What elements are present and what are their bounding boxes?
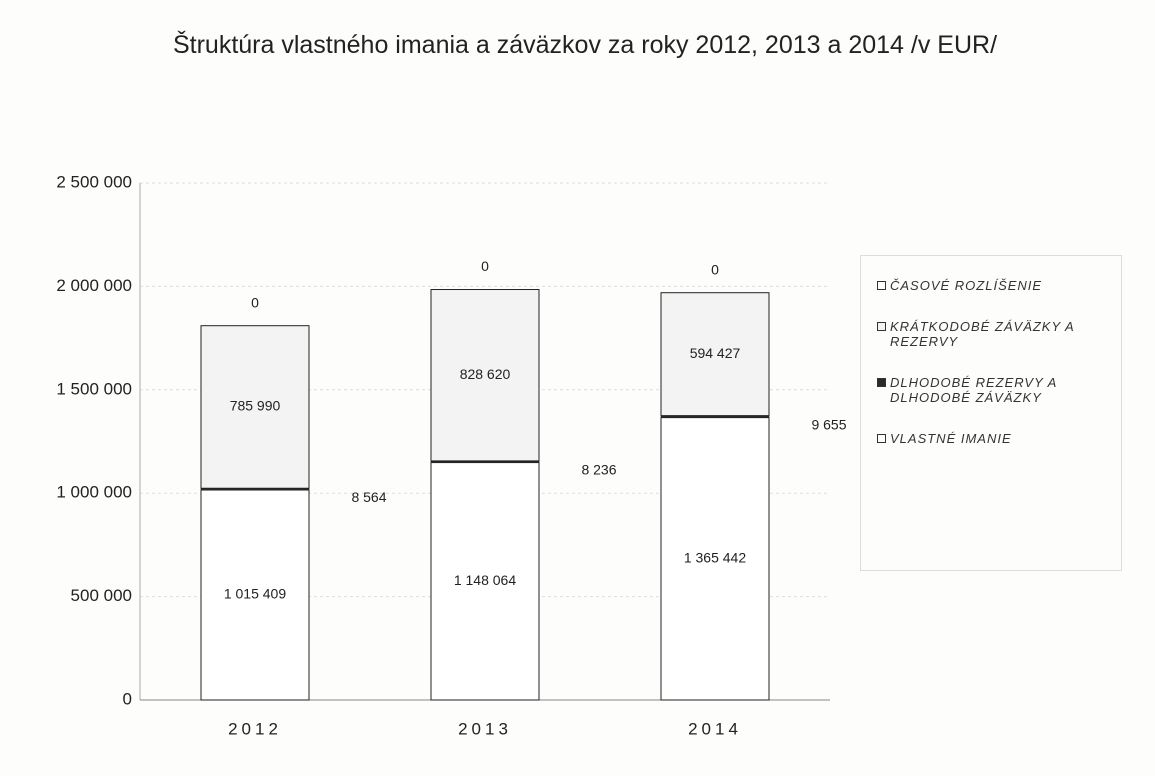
x-tick-label: 2012 [228, 719, 282, 738]
legend-entry: DLHODOBÉ REZERVY A DLHODOBÉ ZÁVÄZKY [877, 375, 1111, 405]
data-label: 0 [711, 261, 719, 277]
y-tick-label: 1 500 000 [56, 379, 132, 398]
legend-marker [877, 281, 886, 290]
data-label: 828 620 [460, 366, 511, 382]
legend-marker [877, 434, 886, 443]
bar-segment [200, 489, 310, 701]
y-tick-label: 1 000 000 [56, 483, 132, 502]
bar-segment [430, 289, 540, 462]
chart-title: Štruktúra vlastného imania a záväzkov za… [172, 31, 998, 59]
data-label: 594 427 [690, 345, 741, 361]
data-label: 1 365 442 [684, 550, 746, 566]
y-tick-label: 0 [123, 689, 132, 708]
data-label: 8 236 [581, 462, 616, 478]
legend-entry: KRÁTKODOBÉ ZÁVÄZKY A REZERVY [877, 319, 1111, 349]
data-label: 8 564 [351, 489, 386, 505]
data-label: 9 655 [811, 416, 846, 432]
legend-label: ČASOVÉ ROZLÍŠENIE [890, 278, 1043, 293]
y-tick-label: 500 000 [71, 586, 132, 605]
bar-segment [660, 417, 770, 701]
data-label: 0 [481, 258, 489, 274]
legend: ČASOVÉ ROZLÍŠENIE KRÁTKODOBÉ ZÁVÄZKY A RE… [860, 255, 1122, 571]
legend-label: DLHODOBÉ REZERVY A DLHODOBÉ ZÁVÄZKY [890, 375, 1057, 405]
legend-marker [877, 322, 886, 331]
x-tick-label: 2014 [688, 719, 742, 738]
legend-entry: VLASTNÉ IMANIE [877, 431, 1111, 446]
bar-segment [660, 292, 770, 417]
legend-label: VLASTNÉ IMANIE [890, 431, 1012, 446]
legend-entry: ČASOVÉ ROZLÍŠENIE [877, 278, 1111, 293]
legend-label: KRÁTKODOBÉ ZÁVÄZKY A REZERVY [890, 319, 1075, 349]
y-tick-label: 2 500 000 [56, 172, 132, 191]
data-label: 0 [251, 294, 259, 310]
bar-segment [430, 462, 540, 701]
x-tick-label: 2013 [458, 719, 512, 738]
data-label: 785 990 [230, 398, 281, 414]
y-tick-label: 2 000 000 [56, 276, 132, 295]
legend-marker [877, 378, 886, 387]
bar-segment [200, 325, 310, 489]
data-label: 1 148 064 [454, 572, 516, 588]
data-label: 1 015 409 [224, 586, 286, 602]
